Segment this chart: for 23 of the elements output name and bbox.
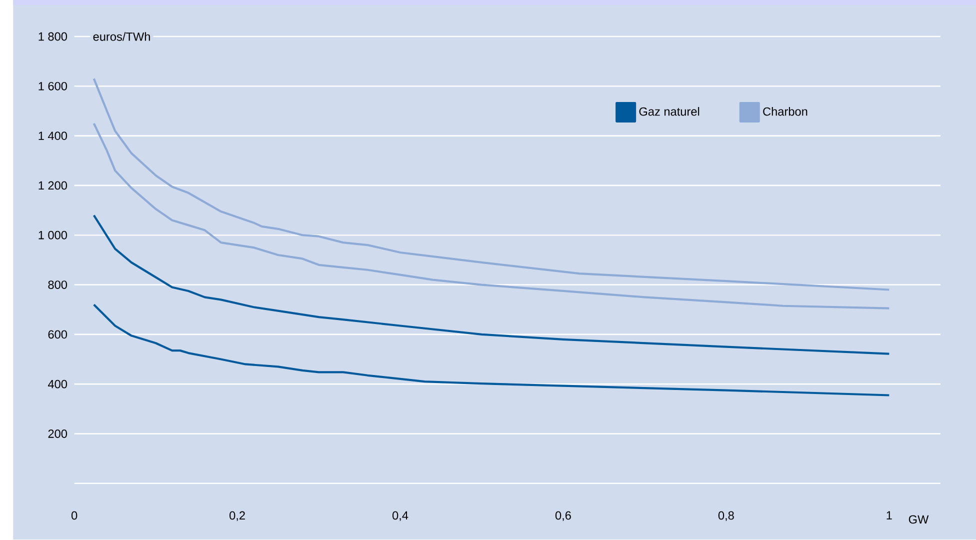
x-tick-label: 0 <box>71 511 78 520</box>
line-series <box>92 122 890 310</box>
y-tick-label: 1 000 <box>38 231 68 240</box>
legend-label: Charbon <box>763 107 808 116</box>
y-axis-title: euros/TWh <box>93 32 150 42</box>
x-tick-label: 1 <box>886 511 892 520</box>
x-tick-label: 0,6 <box>555 511 571 522</box>
y-tick-label: 1 200 <box>38 181 68 190</box>
y-tick-label: 1 400 <box>38 132 68 140</box>
x-tick-label: 0,4 <box>392 511 408 522</box>
x-tick-label: 0,2 <box>230 511 245 522</box>
y-tick-label: 800 <box>48 280 68 290</box>
y-tick-label: 400 <box>48 380 68 388</box>
y-tick-label: 1 600 <box>38 82 68 91</box>
line-series <box>92 304 890 396</box>
line-series <box>92 214 890 356</box>
y-tick-label: 200 <box>48 430 68 438</box>
x-axis-title: GW <box>908 515 929 524</box>
y-tick-label: 600 <box>48 330 68 339</box>
y-tick-label: 1 800 <box>38 32 68 41</box>
legend-label: Gaz naturel <box>639 107 700 116</box>
x-tick-label: 0,8 <box>718 511 734 522</box>
line-series <box>92 78 890 291</box>
